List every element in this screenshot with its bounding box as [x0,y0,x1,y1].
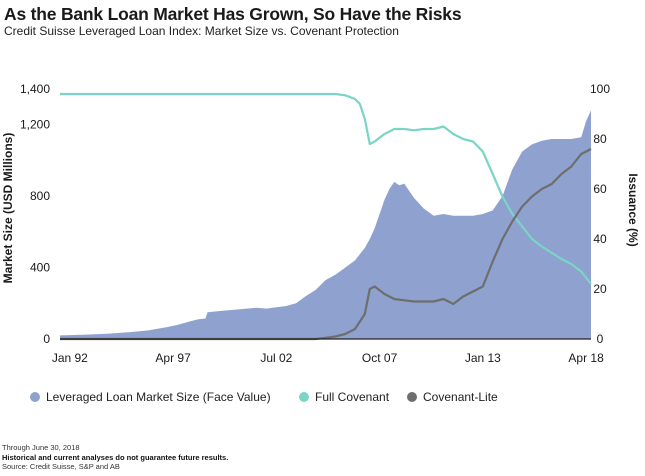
legend: Leveraged Loan Market Size (Face Value) F… [30,390,498,404]
y-left-tick-label: 400 [30,261,50,275]
market-size-area [60,110,591,340]
full-covenant-line [60,92,592,285]
legend-marker [299,392,309,402]
plot-area [60,92,592,341]
x-tick-label: Jan 13 [465,351,501,365]
legend-label: Full Covenant [315,390,390,404]
y-left-axis-label: Market Size (USD Millions) [1,133,15,284]
y-right-tick-label: 40 [593,232,607,246]
y-right-tick-label: 80 [593,132,607,146]
x-tick-label: Apr 18 [568,351,604,365]
axes: 0 400 800 1,200 1,400 0 20 40 60 80 100 Jan 92 Apr 9… [1,82,640,365]
x-tick-label: Jul 02 [260,351,292,365]
y-right-tick-label: 20 [593,282,607,296]
footnotes: Through June 30, 2018 Historical and cur… [2,443,228,472]
chart-title: As the Bank Loan Market Has Grown, So Ha… [4,4,462,24]
legend-label: Leveraged Loan Market Size (Face Value) [46,390,271,404]
y-right-tick-label: 60 [593,182,607,196]
legend-label: Covenant-Lite [423,390,498,404]
y-left-tick-label: 800 [30,189,50,203]
footnote-date: Through June 30, 2018 [2,443,80,452]
x-tick-label: Apr 97 [155,351,191,365]
footnote-source: Source: Credit Suisse, S&P and AB [2,462,120,471]
y-right-tick-label: 100 [590,82,610,96]
x-tick-label: Oct 07 [362,351,398,365]
y-right-tick-label: 0 [597,332,604,346]
chart-subtitle: Credit Suisse Leveraged Loan Index: Mark… [4,24,399,38]
y-right-axis-label: Issuance (%) [626,173,640,246]
y-left-tick-label: 0 [43,332,50,346]
x-tick-label: Jan 92 [52,351,88,365]
y-left-tick-label: 1,400 [20,82,50,96]
covenant-lite-line [60,148,592,341]
legend-marker [30,392,40,402]
legend-marker [407,392,417,402]
y-left-tick-label: 1,200 [20,118,50,132]
footnote-disclaimer: Historical and current analyses do not g… [2,452,229,462]
